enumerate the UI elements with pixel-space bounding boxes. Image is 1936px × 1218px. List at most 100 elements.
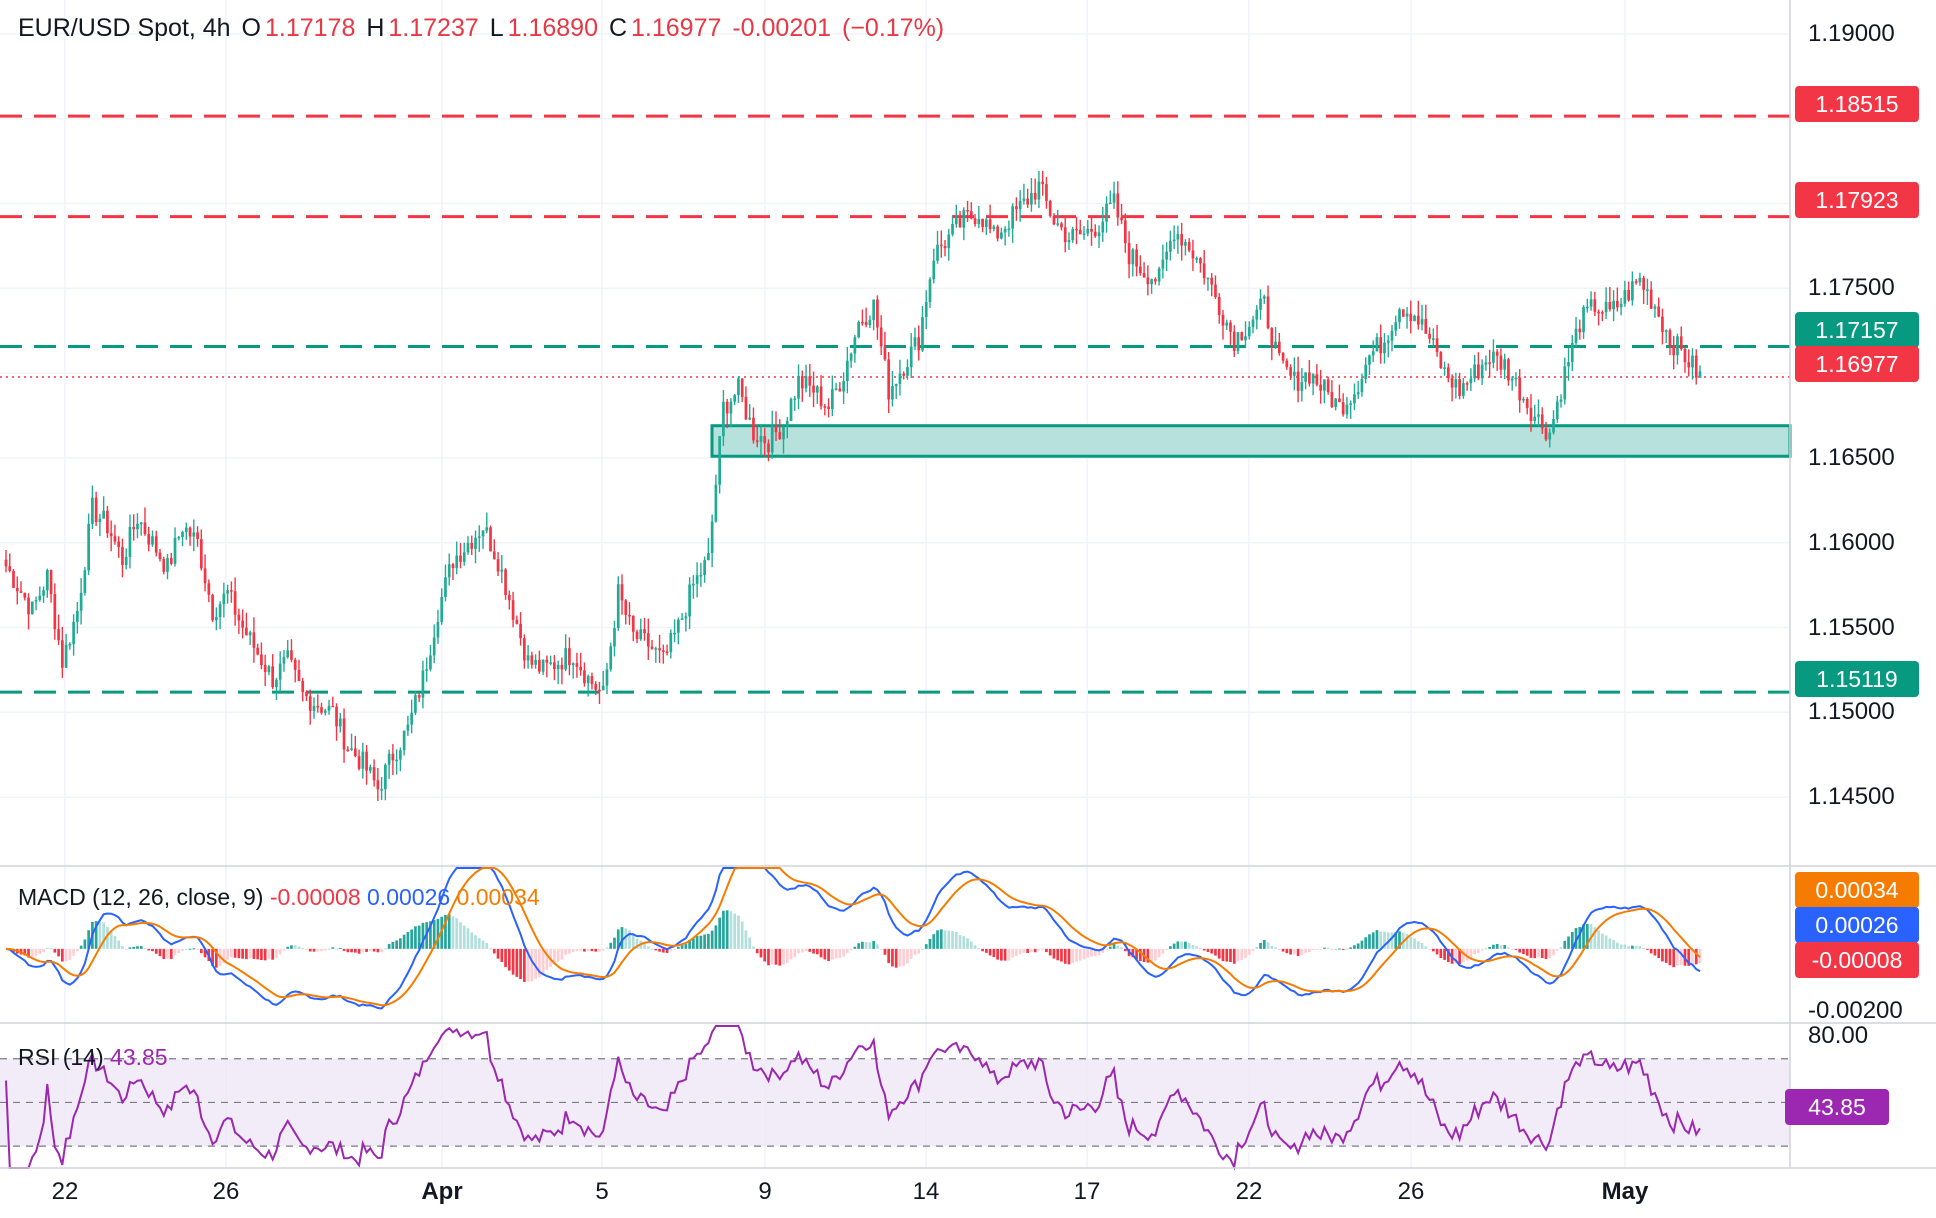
- candle-body: [966, 209, 969, 212]
- candle-body: [414, 695, 417, 713]
- candle-body: [106, 510, 109, 534]
- candle-body: [879, 327, 883, 347]
- macd-histogram-bar: [459, 922, 462, 949]
- macd-histogram-bar: [1499, 945, 1503, 949]
- macd-histogram-bar: [969, 941, 973, 949]
- date-tick-label: May: [1601, 1178, 1649, 1205]
- candle-body: [395, 759, 398, 762]
- candle-body: [372, 767, 376, 781]
- candle-body: [1319, 384, 1322, 391]
- macd-histogram-bar: [977, 947, 981, 949]
- macd-histogram-bar: [654, 948, 658, 951]
- candle-body: [1030, 193, 1033, 205]
- macd-histogram-bar: [1383, 931, 1386, 949]
- candle-body: [203, 568, 207, 584]
- macd-histogram-bar: [676, 946, 680, 949]
- price-tick-label: 1.15000: [1808, 698, 1895, 726]
- macd-histogram-bar: [1518, 948, 1522, 953]
- macd-histogram-bar: [928, 938, 932, 949]
- candle-body: [774, 425, 778, 433]
- macd-histogram-bar: [1202, 948, 1206, 951]
- macd-histogram-bar: [857, 943, 860, 949]
- macd-histogram-bar: [444, 914, 447, 949]
- macd-histogram-bar: [143, 947, 147, 949]
- candle-body: [812, 385, 815, 393]
- candle-body: [1552, 419, 1555, 433]
- candle-body: [1428, 333, 1431, 339]
- macd-histogram-bar: [1638, 945, 1642, 949]
- macd-histogram-bar: [162, 948, 166, 960]
- macd-histogram-bar: [1210, 948, 1214, 954]
- candle-body: [876, 299, 879, 328]
- candle-body: [151, 536, 154, 545]
- macd-histogram-bar: [1285, 948, 1289, 954]
- candle-body: [658, 648, 661, 651]
- candle-body: [748, 417, 752, 420]
- candle-body: [740, 378, 744, 397]
- candle-body: [1330, 392, 1334, 408]
- candle-body: [327, 705, 331, 711]
- candle-body: [605, 669, 609, 686]
- macd-histogram-bar: [1458, 948, 1461, 965]
- candle-body: [1071, 228, 1075, 241]
- macd-histogram-bar: [154, 948, 158, 954]
- macd-histogram-bar: [1446, 948, 1450, 962]
- macd-histogram-bar: [1597, 930, 1600, 949]
- candle-body: [132, 526, 136, 530]
- macd-histogram-bar: [245, 948, 248, 960]
- macd-histogram-bar: [222, 948, 226, 963]
- candle-body: [654, 648, 658, 650]
- candle-body: [248, 632, 252, 636]
- candle-body: [1522, 398, 1525, 401]
- macd-histogram-bar: [1323, 947, 1326, 949]
- candle-body: [245, 627, 248, 636]
- candle-body: [1514, 377, 1518, 380]
- candle-body: [320, 707, 323, 713]
- low-label: L: [489, 14, 504, 42]
- candle-body: [1398, 309, 1401, 323]
- macd-histogram-bar: [879, 948, 883, 950]
- macd-histogram-bar: [842, 948, 845, 957]
- candle-body: [1676, 336, 1679, 356]
- candle-body: [1308, 372, 1311, 384]
- macd-histogram-bar: [297, 946, 301, 949]
- candle-body: [87, 523, 90, 571]
- candle-body: [451, 564, 455, 569]
- candle-body: [357, 756, 361, 769]
- macd-histogram-bar: [173, 948, 177, 956]
- candle-body: [237, 614, 241, 621]
- macd-histogram-bar: [1319, 948, 1322, 950]
- candle-body: [462, 552, 466, 562]
- macd-histogram-bar: [770, 948, 774, 965]
- macd-histogram-bar: [1176, 941, 1180, 949]
- candle-body: [984, 219, 988, 228]
- candle-body: [624, 600, 628, 615]
- candle-body: [1292, 371, 1296, 376]
- macd-histogram-bar: [804, 948, 808, 952]
- candle-body: [1082, 233, 1086, 235]
- candle-body: [1281, 352, 1285, 361]
- candle-body: [714, 484, 718, 522]
- macd-histogram-bar: [256, 948, 260, 960]
- macd-histogram-bar: [1548, 948, 1552, 959]
- macd-histogram-bar: [958, 935, 962, 949]
- macd-histogram-bar: [586, 948, 590, 951]
- rsi-line: [5, 1025, 1701, 1171]
- candle-body: [857, 322, 860, 338]
- macd-histogram-bar: [342, 948, 346, 951]
- candle-body: [1540, 414, 1544, 429]
- macd-histogram-bar: [1676, 948, 1679, 966]
- macd-histogram-bar: [1694, 948, 1698, 965]
- candle-body: [252, 632, 256, 648]
- candle-body: [504, 569, 507, 595]
- macd-histogram-bar: [1405, 934, 1409, 949]
- candle-body: [181, 532, 184, 538]
- macd-histogram-bar: [564, 948, 568, 955]
- macd-histogram-bar: [1071, 948, 1075, 963]
- candle-body: [1480, 364, 1484, 379]
- macd-histogram-bar: [556, 948, 560, 962]
- candle-body: [384, 764, 387, 790]
- candle-body: [387, 753, 391, 765]
- candle-body: [1612, 300, 1615, 310]
